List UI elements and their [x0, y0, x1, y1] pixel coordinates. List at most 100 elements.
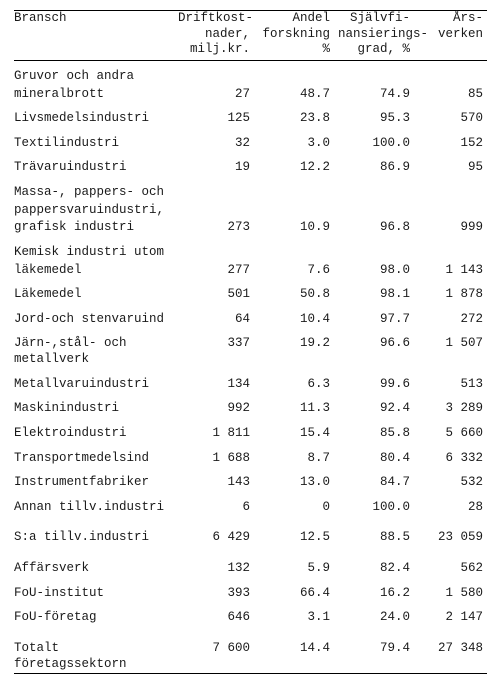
row-label: Transportmedelsind — [14, 443, 174, 468]
row-label: Läkemedel — [14, 279, 174, 304]
col-header-andel-forskning: Andel forskning % — [254, 11, 334, 60]
cell-value: 143 — [174, 467, 254, 492]
data-table: Bransch Driftkost- nader, milj.kr. Andel… — [14, 10, 487, 674]
cell-value: 11.3 — [254, 393, 334, 418]
cell-value: 74.9 — [334, 86, 414, 104]
cell-value: 273 — [174, 219, 254, 237]
row-label: Annan tillv.industri — [14, 492, 174, 517]
cell-value: 82.4 — [334, 547, 414, 578]
cell-value: 27 — [174, 86, 254, 104]
cell-value: 3.1 — [254, 602, 334, 627]
cell-value: 337 — [174, 328, 254, 368]
table-row: Elektroindustri1 81115.485.85 660 — [14, 418, 487, 443]
table-row: Totalt företagssektorn7 60014.479.427 34… — [14, 627, 487, 674]
cell-value: 513 — [414, 369, 487, 394]
row-label: Gruvor och andra — [14, 60, 174, 85]
cell-value: 85.8 — [334, 418, 414, 443]
cell-value: 132 — [174, 547, 254, 578]
row-label: Instrumentfabriker — [14, 467, 174, 492]
cell-value: 100.0 — [334, 492, 414, 517]
col-header-bransch: Bransch — [14, 11, 174, 60]
table-row: mineralbrott2748.774.985 — [14, 86, 487, 104]
table-row: Jord-och stenvaruind6410.497.7272 — [14, 304, 487, 329]
cell-value: 3.0 — [254, 128, 334, 153]
cell-value: 85 — [414, 86, 487, 104]
row-label: läkemedel — [14, 262, 174, 280]
cell-value: 5.9 — [254, 547, 334, 578]
row-label: Järn-,stål- och metallverk — [14, 328, 174, 368]
cell-value: 1 688 — [174, 443, 254, 468]
row-label: Maskinindustri — [14, 393, 174, 418]
cell-value: 86.9 — [334, 152, 414, 177]
cell-value: 646 — [174, 602, 254, 627]
row-label: FoU-institut — [14, 578, 174, 603]
cell-value: 5 660 — [414, 418, 487, 443]
cell-value: 3 289 — [414, 393, 487, 418]
cell-value: 10.9 — [254, 219, 334, 237]
cell-value: 0 — [254, 492, 334, 517]
table-row: Maskinindustri99211.392.43 289 — [14, 393, 487, 418]
cell-value: 99.6 — [334, 369, 414, 394]
cell-value: 8.7 — [254, 443, 334, 468]
cell-value: 92.4 — [334, 393, 414, 418]
col-header-driftkostnader: Driftkost- nader, milj.kr. — [174, 11, 254, 60]
row-label: Livsmedelsindustri — [14, 103, 174, 128]
table-row: FoU-institut39366.416.21 580 — [14, 578, 487, 603]
cell-value: 6 — [174, 492, 254, 517]
table-row: Trävaruindustri1912.286.995 — [14, 152, 487, 177]
cell-value: 28 — [414, 492, 487, 517]
table-row: Instrumentfabriker14313.084.7532 — [14, 467, 487, 492]
cell-value: 27 348 — [414, 627, 487, 674]
cell-value: 64 — [174, 304, 254, 329]
row-label: Jord-och stenvaruind — [14, 304, 174, 329]
cell-value: 1 143 — [414, 262, 487, 280]
cell-value: 562 — [414, 547, 487, 578]
cell-value: 277 — [174, 262, 254, 280]
cell-value: 152 — [414, 128, 487, 153]
table-row: läkemedel2777.698.01 143 — [14, 262, 487, 280]
row-label: Affärsverk — [14, 547, 174, 578]
table-row: Järn-,stål- och metallverk33719.296.61 5… — [14, 328, 487, 368]
table-head-row: Bransch Driftkost- nader, milj.kr. Andel… — [14, 11, 487, 60]
cell-value: 23 059 — [414, 516, 487, 547]
cell-value: 992 — [174, 393, 254, 418]
table-row: Transportmedelsind1 6888.780.46 332 — [14, 443, 487, 468]
table-body: Gruvor och andramineralbrott2748.774.985… — [14, 60, 487, 673]
table-row: Läkemedel50150.898.11 878 — [14, 279, 487, 304]
row-label: S:a tillv.industri — [14, 516, 174, 547]
row-label: mineralbrott — [14, 86, 174, 104]
cell-value: 10.4 — [254, 304, 334, 329]
cell-value: 96.6 — [334, 328, 414, 368]
table-row: FoU-företag6463.124.02 147 — [14, 602, 487, 627]
cell-value: 66.4 — [254, 578, 334, 603]
cell-value: 12.2 — [254, 152, 334, 177]
cell-value: 501 — [174, 279, 254, 304]
cell-value: 100.0 — [334, 128, 414, 153]
cell-value: 13.0 — [254, 467, 334, 492]
table-row: Gruvor och andra — [14, 60, 487, 85]
cell-value: 272 — [414, 304, 487, 329]
cell-value: 14.4 — [254, 627, 334, 674]
cell-value: 570 — [414, 103, 487, 128]
table-row: pappersvaruindustri, — [14, 202, 487, 220]
cell-value: 1 878 — [414, 279, 487, 304]
cell-value: 999 — [414, 219, 487, 237]
cell-value: 19.2 — [254, 328, 334, 368]
row-label: Massa-, pappers- och — [14, 177, 174, 202]
cell-value: 2 147 — [414, 602, 487, 627]
cell-value: 80.4 — [334, 443, 414, 468]
cell-value: 95 — [414, 152, 487, 177]
table-row: Kemisk industri utom — [14, 237, 487, 262]
cell-value: 16.2 — [334, 578, 414, 603]
table-row: Livsmedelsindustri12523.895.3570 — [14, 103, 487, 128]
footer-rule — [14, 674, 487, 675]
cell-value: 32 — [174, 128, 254, 153]
cell-value: 23.8 — [254, 103, 334, 128]
cell-value: 7.6 — [254, 262, 334, 280]
cell-value: 98.0 — [334, 262, 414, 280]
cell-value: 98.1 — [334, 279, 414, 304]
cell-value: 134 — [174, 369, 254, 394]
cell-value: 88.5 — [334, 516, 414, 547]
row-label: pappersvaruindustri, — [14, 202, 174, 220]
cell-value: 15.4 — [254, 418, 334, 443]
